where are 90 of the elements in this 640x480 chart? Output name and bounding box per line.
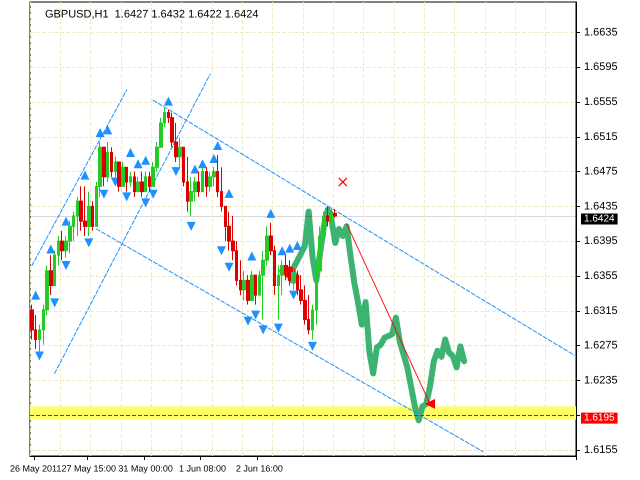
candlestick (121, 162, 125, 187)
candlestick (102, 146, 106, 187)
y-tick-label: 1.6315 (584, 304, 618, 317)
point (292, 241, 302, 250)
candlestick (250, 270, 254, 301)
candlestick (129, 171, 132, 187)
candlestick (125, 166, 128, 192)
point (141, 156, 150, 165)
candlestick (110, 146, 113, 178)
x-tick-label: 1 Jun 08:00 (178, 464, 226, 474)
point (80, 170, 90, 180)
point (216, 246, 226, 256)
x-tick-label: 27 May 15:00 (61, 464, 116, 474)
ref-line-label: 1.6195 (584, 412, 616, 424)
candlestick (197, 171, 200, 198)
point (84, 238, 94, 248)
point (274, 324, 283, 333)
point (50, 298, 60, 308)
point (46, 244, 56, 254)
point (126, 148, 135, 157)
point (258, 325, 268, 334)
candlestick (83, 186, 87, 236)
text: GBPUSD,H1 1.6427 1.6432 1.6422 1.6424 (45, 8, 258, 20)
candlestick (136, 176, 140, 192)
point (251, 310, 260, 320)
y-tick-label: 1.6515 (584, 130, 618, 143)
y-tick-label: 1.6595 (584, 61, 618, 74)
candlestick (148, 171, 151, 192)
candlestick (326, 206, 329, 227)
candlestick (140, 171, 144, 198)
candlestick (201, 166, 204, 192)
candlestick (333, 208, 337, 218)
candlestick (254, 274, 257, 306)
x-tick-label: 2 Jun 16:00 (236, 464, 283, 474)
point (171, 167, 180, 176)
point (308, 342, 317, 351)
point (34, 351, 44, 360)
y-tick-label: 1.6435 (584, 200, 618, 212)
point (278, 246, 287, 256)
point (122, 192, 132, 202)
point (338, 178, 348, 187)
y-tick-label: 1.6635 (584, 26, 618, 38)
point (164, 96, 173, 106)
x-tick-label: 26 May 2011 (10, 464, 62, 474)
point (244, 316, 253, 326)
candlestick (87, 191, 91, 236)
point (224, 188, 234, 198)
point (148, 190, 158, 199)
point (285, 244, 294, 253)
point (62, 261, 71, 270)
candlestick (114, 156, 117, 178)
candlestick (330, 208, 333, 224)
point (247, 251, 256, 260)
candlestick (91, 200, 94, 232)
point (31, 290, 40, 300)
point (96, 128, 105, 137)
candlestick (60, 230, 64, 261)
candlestick (106, 142, 109, 183)
point (224, 262, 234, 272)
point (134, 159, 143, 168)
candlestick (246, 274, 250, 306)
point (198, 159, 208, 168)
y-tick-label: 1.6475 (584, 166, 618, 178)
y-tick-label: 1.6355 (584, 270, 618, 282)
y-tick-label: 1.6275 (584, 340, 618, 352)
point (190, 164, 200, 174)
candlestick (117, 162, 121, 192)
y-tick-label: 1.6395 (584, 235, 618, 248)
point (266, 208, 276, 218)
y-tick-label: 1.6555 (584, 96, 618, 108)
point (209, 154, 218, 164)
candlestick (242, 270, 246, 301)
point (103, 125, 112, 134)
candlestick (144, 171, 147, 192)
point (141, 198, 150, 208)
candlestick (178, 137, 182, 168)
point (62, 216, 71, 226)
candlestick (205, 166, 208, 198)
candlestick (189, 176, 193, 216)
ref-line-label: 1.6424 (584, 213, 616, 224)
candlestick (292, 265, 295, 290)
point (186, 222, 196, 231)
candlestick (208, 171, 212, 192)
x-tick-label: 31 May 00:00 (118, 464, 173, 474)
candlestick (133, 171, 136, 198)
y-tick-label: 1.6155 (584, 444, 618, 456)
point (99, 190, 108, 199)
y-tick-label: 1.6235 (584, 374, 618, 386)
candlestick (49, 254, 53, 296)
point (213, 141, 222, 150)
